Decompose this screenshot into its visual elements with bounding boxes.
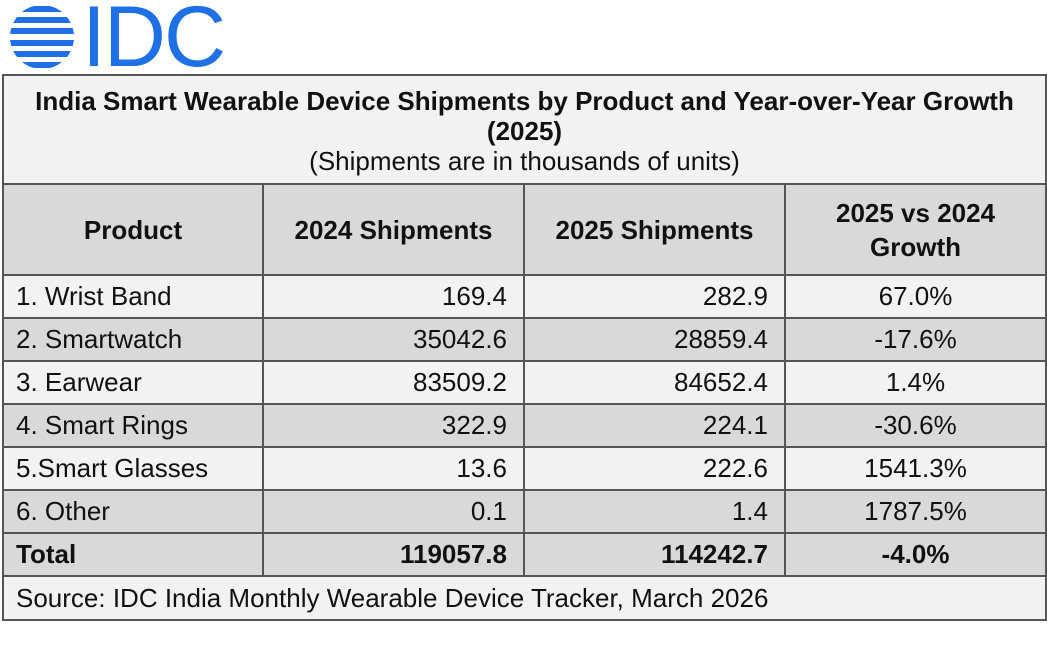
header-growth: 2025 vs 2024 Growth (783, 183, 1047, 276)
product-cell: 5.Smart Glasses (2, 446, 264, 491)
shipments-2025-cell: 1.4 (523, 489, 786, 534)
shipments-2025-cell: 222.6 (523, 446, 786, 491)
shipments-2025-cell: 28859.4 (523, 317, 786, 362)
growth-cell: 1787.5% (783, 489, 1047, 534)
header-2025: 2025 Shipments (523, 183, 786, 276)
table-row: 3. Earwear 83509.2 84652.4 1.4% (2, 360, 1047, 405)
table-row: 2. Smartwatch 35042.6 28859.4 -17.6% (2, 317, 1047, 362)
shipments-2025-cell: 224.1 (523, 403, 786, 448)
shipments-2024-cell: 13.6 (262, 446, 525, 491)
source-note: Source: IDC India Monthly Wearable Devic… (1, 575, 1047, 621)
total-row: Total 119057.8 114242.7 -4.0% (2, 532, 1047, 577)
total-label: Total (2, 532, 264, 577)
shipments-2025-cell: 282.9 (523, 274, 786, 319)
title-subtitle: (Shipments are in thousands of units) (309, 145, 740, 176)
growth-cell: 67.0% (783, 274, 1047, 319)
shipments-2025-cell: 84652.4 (523, 360, 786, 405)
idc-logo: IDC (6, 0, 226, 85)
product-cell: 2. Smartwatch (2, 317, 264, 362)
growth-cell: -30.6% (783, 403, 1047, 448)
logo-text: IDC (82, 0, 226, 85)
product-cell: 3. Earwear (2, 360, 264, 405)
header-2024: 2024 Shipments (262, 183, 525, 276)
product-cell: 4. Smart Rings (2, 403, 264, 448)
table-title: India Smart Wearable Device Shipments by… (1, 74, 1047, 185)
shipments-2024-cell: 322.9 (262, 403, 525, 448)
header-row: Product 2024 Shipments 2025 Shipments 20… (2, 183, 1047, 276)
table-row: 4. Smart Rings 322.9 224.1 -30.6% (2, 403, 1047, 448)
total-2025: 114242.7 (523, 532, 786, 577)
title-text: India Smart Wearable Device Shipments by… (35, 85, 1014, 146)
growth-cell: 1541.3% (783, 446, 1047, 491)
total-growth: -4.0% (783, 532, 1047, 577)
table-row: 5.Smart Glasses 13.6 222.6 1541.3% (2, 446, 1047, 491)
table-row: 6. Other 0.1 1.4 1787.5% (2, 489, 1047, 534)
shipments-2024-cell: 169.4 (262, 274, 525, 319)
header-product: Product (2, 183, 264, 276)
total-2024: 119057.8 (262, 532, 525, 577)
shipments-2024-cell: 0.1 (262, 489, 525, 534)
shipments-2024-cell: 35042.6 (262, 317, 525, 362)
product-cell: 6. Other (2, 489, 264, 534)
growth-cell: -17.6% (783, 317, 1047, 362)
product-cell: 1. Wrist Band (2, 274, 264, 319)
table-row: 1. Wrist Band 169.4 282.9 67.0% (2, 274, 1047, 319)
idc-globe-icon (10, 6, 74, 68)
growth-cell: 1.4% (783, 360, 1047, 405)
shipments-table: India Smart Wearable Device Shipments by… (1, 74, 1047, 621)
shipments-2024-cell: 83509.2 (262, 360, 525, 405)
